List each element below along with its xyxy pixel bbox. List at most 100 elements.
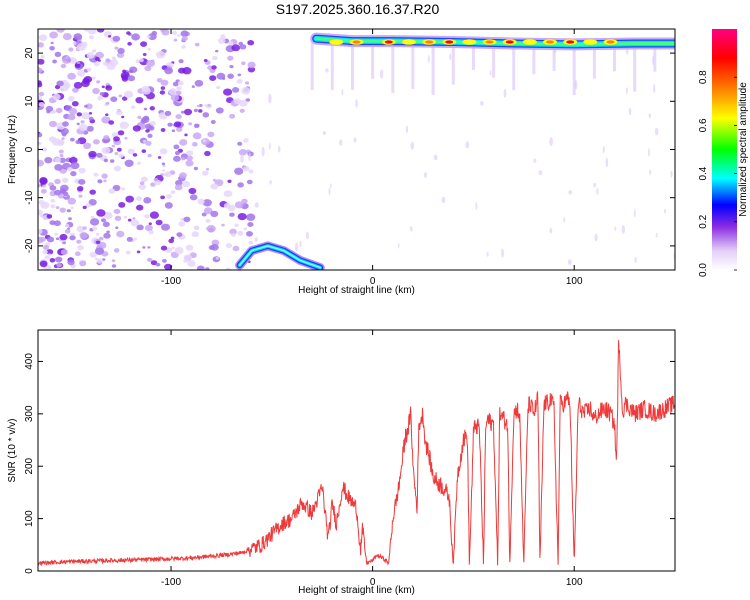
noise-speckle (237, 230, 244, 236)
noise-speckle (149, 120, 156, 126)
noise-speckle (211, 65, 217, 70)
noise-speckle (82, 226, 87, 230)
noise-speckle (185, 159, 194, 167)
noise-speckle (212, 55, 218, 61)
noise-speckle (147, 257, 153, 262)
noise-speckle (88, 150, 97, 158)
noise-speckle (114, 46, 119, 50)
noise-speckle (150, 182, 156, 187)
noise-speckle (238, 41, 243, 46)
noise-speckle (141, 85, 150, 93)
noise-speckle (148, 230, 154, 235)
noise-speckle (254, 202, 259, 208)
noise-speckle (173, 144, 180, 150)
noise-speckle (246, 213, 256, 221)
noise-speckle (144, 224, 153, 232)
noise-speckle (49, 185, 57, 191)
noise-speckle (103, 61, 109, 66)
noise-speckle (73, 33, 83, 41)
noise-speckle (165, 247, 173, 253)
noise-speckle (144, 214, 150, 219)
noise-speckle (44, 157, 53, 164)
noise-speckle (172, 30, 178, 35)
noise-speckle (52, 59, 57, 64)
noise-speckle (173, 155, 181, 162)
spectrogram-x-tick-label: 0 (370, 276, 376, 287)
noise-speckle (67, 259, 75, 266)
noise-speckle (59, 154, 64, 158)
high-band-trace (310, 32, 675, 51)
noise-speckle (162, 164, 166, 168)
noise-speckle (193, 123, 200, 128)
noise-speckle (160, 79, 169, 86)
noise-speckle (60, 63, 67, 69)
noise-speckle (160, 245, 168, 251)
noise-speckle (124, 90, 134, 98)
noise-speckle (126, 31, 131, 35)
noise-speckle (140, 176, 148, 183)
band-hotspot-core (352, 40, 361, 44)
noise-speckle (46, 236, 55, 243)
noise-speckle (171, 246, 175, 250)
noise-speckle (232, 245, 240, 252)
noise-speckle (329, 183, 332, 188)
noise-speckle (244, 81, 250, 85)
noise-speckle (38, 228, 43, 235)
noise-speckle (131, 33, 141, 41)
noise-speckle (94, 257, 98, 260)
noise-speckle (295, 242, 299, 252)
noise-speckle (186, 150, 194, 156)
noise-speckle (42, 245, 50, 250)
noise-speckle (40, 201, 50, 209)
noise-speckle (164, 202, 173, 209)
noise-speckle (207, 65, 214, 70)
noise-speckle (113, 208, 121, 215)
noise-speckle (240, 153, 244, 163)
noise-speckle (44, 255, 50, 260)
noise-speckle (38, 67, 43, 74)
snr-y-tick-label: 300 (24, 405, 35, 422)
band-hotspot-core (525, 40, 534, 44)
noise-speckle (159, 148, 168, 155)
noise-speckle (209, 75, 217, 81)
noise-speckle (216, 72, 226, 80)
noise-speckle (80, 120, 85, 124)
noise-speckle (90, 215, 95, 219)
spectrogram-y-tick-label: 20 (24, 47, 35, 59)
noise-speckle (82, 205, 87, 210)
noise-speckle (68, 217, 72, 221)
noise-speckle (223, 88, 233, 96)
noise-speckle (153, 177, 159, 182)
noise-speckle (221, 223, 225, 227)
noise-speckle (115, 109, 123, 116)
noise-speckle (119, 121, 129, 129)
noise-speckle (118, 202, 126, 208)
noise-speckle (278, 145, 281, 153)
snr-y-axis-title: SNR (10 * v/v) (7, 419, 18, 483)
noise-speckle (248, 240, 254, 245)
noise-speckle (633, 208, 636, 218)
noise-speckle (198, 109, 203, 113)
noise-speckle (202, 170, 209, 176)
noise-speckle (225, 267, 231, 270)
noise-speckle (232, 87, 240, 93)
noise-speckle (192, 132, 202, 140)
noise-speckle (54, 51, 62, 58)
noise-speckle (234, 201, 244, 209)
noise-speckle (173, 121, 182, 128)
noise-speckle (207, 131, 215, 138)
noise-speckle (127, 148, 135, 155)
noise-speckle (38, 34, 48, 41)
colorbar-tick-label: 0.2 (698, 214, 709, 228)
noise-speckle (441, 196, 446, 203)
noise-speckle (132, 217, 136, 220)
noise-speckle (424, 172, 427, 178)
noise-speckle (110, 159, 115, 163)
noise-speckle (142, 53, 147, 56)
band-streak (592, 39, 596, 79)
noise-speckle (594, 233, 598, 242)
noise-speckle (174, 150, 181, 156)
noise-speckle (114, 215, 122, 221)
noise-speckle (649, 169, 652, 175)
